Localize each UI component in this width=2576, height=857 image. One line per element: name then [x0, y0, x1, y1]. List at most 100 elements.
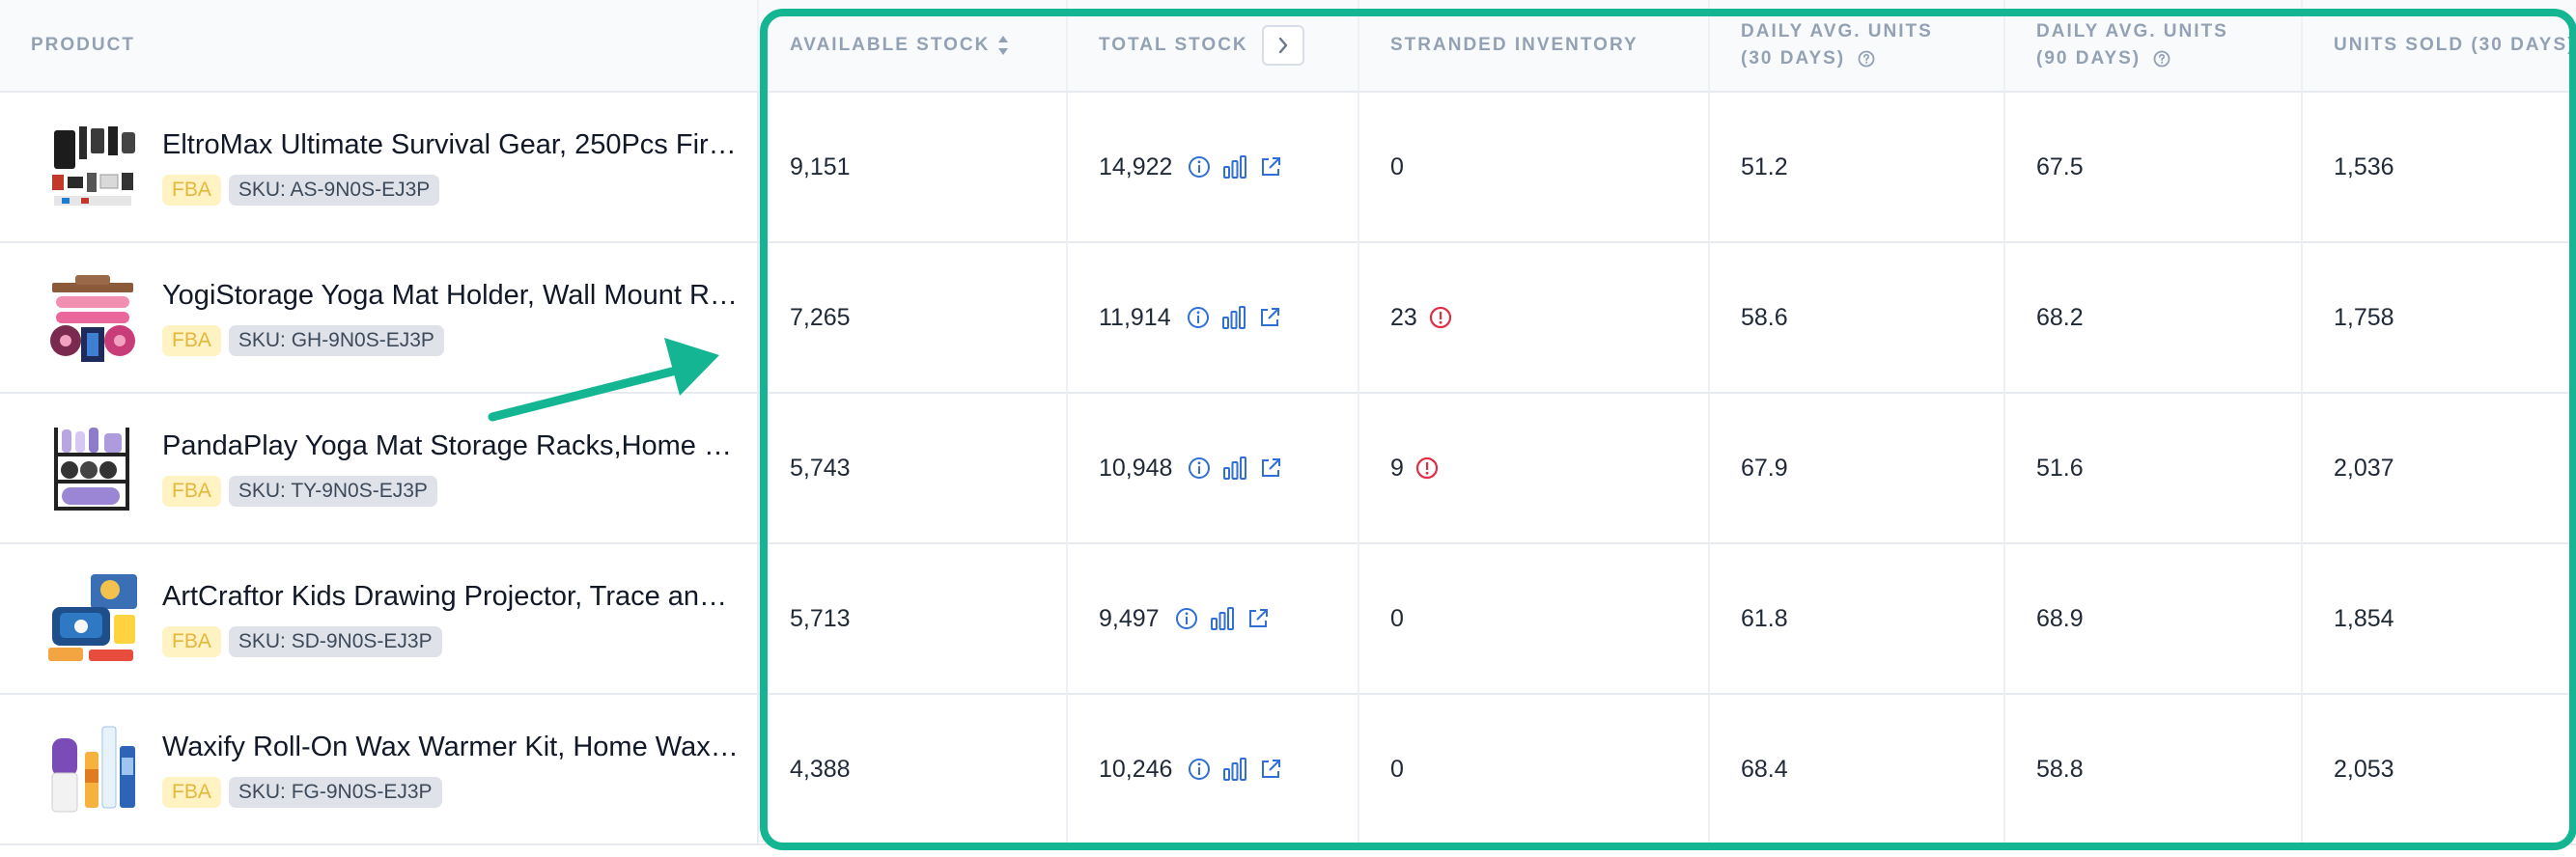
daily-avg-30-cell: 68.4: [1710, 695, 2005, 845]
header-units-sold-30: UNITS SOLD (30 DAYS): [2303, 0, 2576, 93]
stranded-cell: 9: [1359, 394, 1710, 544]
warning-circle-icon[interactable]: [1415, 456, 1439, 480]
daily-avg-90-cell: 58.8: [2005, 695, 2303, 845]
units-sold-30-value: 2,037: [2334, 454, 2394, 482]
available-stock-value: 5,743: [790, 454, 851, 482]
product-name[interactable]: Waxify Roll-On Wax Warmer Kit, Home Waxi…: [162, 731, 742, 762]
external-link-icon[interactable]: [1258, 306, 1281, 329]
product-name[interactable]: PandaPlay Yoga Mat Storage Racks,Home Gy…: [162, 429, 742, 461]
header-stranded-inventory: STRANDED INVENTORY: [1359, 0, 1710, 93]
sku-badge: SKU: TY-9N0S-EJ3P: [228, 475, 437, 507]
info-icon[interactable]: [1187, 306, 1210, 329]
units-sold-30-value: 1,854: [2334, 604, 2394, 632]
total-stock-value: 14,922: [1099, 152, 1173, 180]
daily-avg-30-value: 61.8: [1741, 604, 1788, 632]
product-name[interactable]: EltroMax Ultimate Survival Gear, 250Pcs …: [162, 128, 742, 160]
product-name[interactable]: ArtCraftor Kids Drawing Projector, Trace…: [162, 580, 742, 612]
yoga-mat-holder-image-icon: [50, 275, 135, 362]
bar-chart-icon[interactable]: [1222, 155, 1247, 179]
bar-chart-icon[interactable]: [1221, 306, 1246, 329]
stranded-value: 23: [1390, 303, 1417, 331]
product-cell[interactable]: ArtCraftor Kids Drawing Projector, Trace…: [0, 544, 759, 695]
external-link-icon[interactable]: [1246, 607, 1270, 630]
channel-badge: FBA: [162, 625, 221, 657]
channel-badge: FBA: [162, 776, 221, 808]
header-product-label: PRODUCT: [31, 35, 135, 55]
available-stock-value: 7,265: [790, 303, 851, 331]
info-icon[interactable]: [1188, 758, 1211, 781]
info-icon[interactable]: [1175, 607, 1198, 630]
stranded-value: 0: [1390, 604, 1404, 632]
sort-icon[interactable]: [997, 35, 1009, 56]
units-sold-30-cell: 1,536: [2303, 93, 2576, 243]
warning-circle-icon[interactable]: [1429, 306, 1452, 329]
product-thumbnail[interactable]: [42, 267, 143, 368]
total-stock-value: 10,948: [1099, 454, 1173, 482]
product-thumbnail[interactable]: [42, 117, 143, 217]
header-daily-avg-90: DAILY AVG. UNITS (90 DAYS): [2005, 0, 2303, 93]
bar-chart-icon[interactable]: [1222, 456, 1247, 480]
channel-badge: FBA: [162, 324, 221, 356]
header-available-stock-label: AVAILABLE STOCK: [790, 35, 991, 55]
total-stock-cell: 14,922: [1068, 93, 1359, 243]
header-stranded-inventory-label: STRANDED INVENTORY: [1390, 35, 1638, 55]
daily-avg-30-value: 67.9: [1741, 454, 1788, 482]
daily-avg-90-cell: 67.5: [2005, 93, 2303, 243]
product-thumbnail[interactable]: [42, 719, 143, 819]
external-link-icon[interactable]: [1259, 758, 1282, 781]
product-name[interactable]: YogiStorage Yoga Mat Holder, Wall Mount …: [162, 279, 742, 311]
daily-avg-90-cell: 51.6: [2005, 394, 2303, 544]
stranded-cell: 23: [1359, 243, 1710, 394]
product-cell[interactable]: EltroMax Ultimate Survival Gear, 250Pcs …: [0, 93, 759, 243]
daily-avg-30-value: 58.6: [1741, 303, 1788, 331]
bar-chart-icon[interactable]: [1210, 607, 1235, 630]
total-stock-cell: 9,497: [1068, 544, 1359, 695]
info-icon[interactable]: [1188, 155, 1211, 179]
wax-warmer-image-icon: [51, 726, 135, 813]
header-available-stock[interactable]: AVAILABLE STOCK: [759, 0, 1068, 93]
total-stock-value: 11,914: [1099, 303, 1171, 331]
daily-avg-90-value: 68.2: [2036, 303, 2084, 331]
external-link-icon[interactable]: [1259, 456, 1282, 480]
header-daily-avg-30-line1: DAILY AVG. UNITS: [1741, 21, 1933, 41]
expand-columns-button[interactable]: [1261, 25, 1304, 66]
drawing-projector-image-icon: [48, 574, 137, 661]
total-stock-cell: 10,246: [1068, 695, 1359, 845]
bar-chart-icon[interactable]: [1222, 758, 1247, 781]
daily-avg-90-cell: 68.9: [2005, 544, 2303, 695]
daily-avg-30-cell: 58.6: [1710, 243, 2005, 394]
header-total-stock-label: TOTAL STOCK: [1099, 35, 1248, 55]
total-stock-value: 9,497: [1099, 604, 1160, 632]
available-stock-cell: 4,388: [759, 695, 1068, 845]
daily-avg-30-cell: 61.8: [1710, 544, 2005, 695]
header-product: PRODUCT: [0, 0, 759, 93]
units-sold-30-value: 2,053: [2334, 755, 2394, 783]
product-cell[interactable]: PandaPlay Yoga Mat Storage Racks,Home Gy…: [0, 394, 759, 544]
product-thumbnail[interactable]: [42, 568, 143, 669]
available-stock-cell: 5,743: [759, 394, 1068, 544]
total-stock-cell: 10,948: [1068, 394, 1359, 544]
available-stock-cell: 5,713: [759, 544, 1068, 695]
product-thumbnail[interactable]: [42, 418, 143, 518]
storage-rack-image-icon: [54, 428, 129, 511]
external-link-icon[interactable]: [1259, 155, 1282, 179]
units-sold-30-value: 1,536: [2334, 152, 2394, 180]
units-sold-30-cell: 2,037: [2303, 394, 2576, 544]
daily-avg-30-cell: 51.2: [1710, 93, 2005, 243]
units-sold-30-cell: 2,053: [2303, 695, 2576, 845]
product-cell[interactable]: Waxify Roll-On Wax Warmer Kit, Home Waxi…: [0, 695, 759, 845]
available-stock-cell: 7,265: [759, 243, 1068, 394]
product-cell[interactable]: YogiStorage Yoga Mat Holder, Wall Mount …: [0, 243, 759, 394]
daily-avg-90-value: 58.8: [2036, 755, 2084, 783]
daily-avg-30-cell: 67.9: [1710, 394, 2005, 544]
stranded-value: 0: [1390, 152, 1404, 180]
units-sold-30-cell: 1,758: [2303, 243, 2576, 394]
units-sold-30-cell: 1,854: [2303, 544, 2576, 695]
daily-avg-90-cell: 68.2: [2005, 243, 2303, 394]
help-icon[interactable]: [1858, 50, 1875, 68]
info-icon[interactable]: [1188, 456, 1211, 480]
available-stock-value: 9,151: [790, 152, 851, 180]
help-icon[interactable]: [2153, 50, 2170, 68]
